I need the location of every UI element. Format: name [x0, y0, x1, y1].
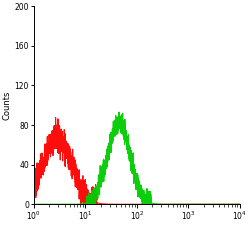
Y-axis label: Counts: Counts — [3, 91, 12, 120]
